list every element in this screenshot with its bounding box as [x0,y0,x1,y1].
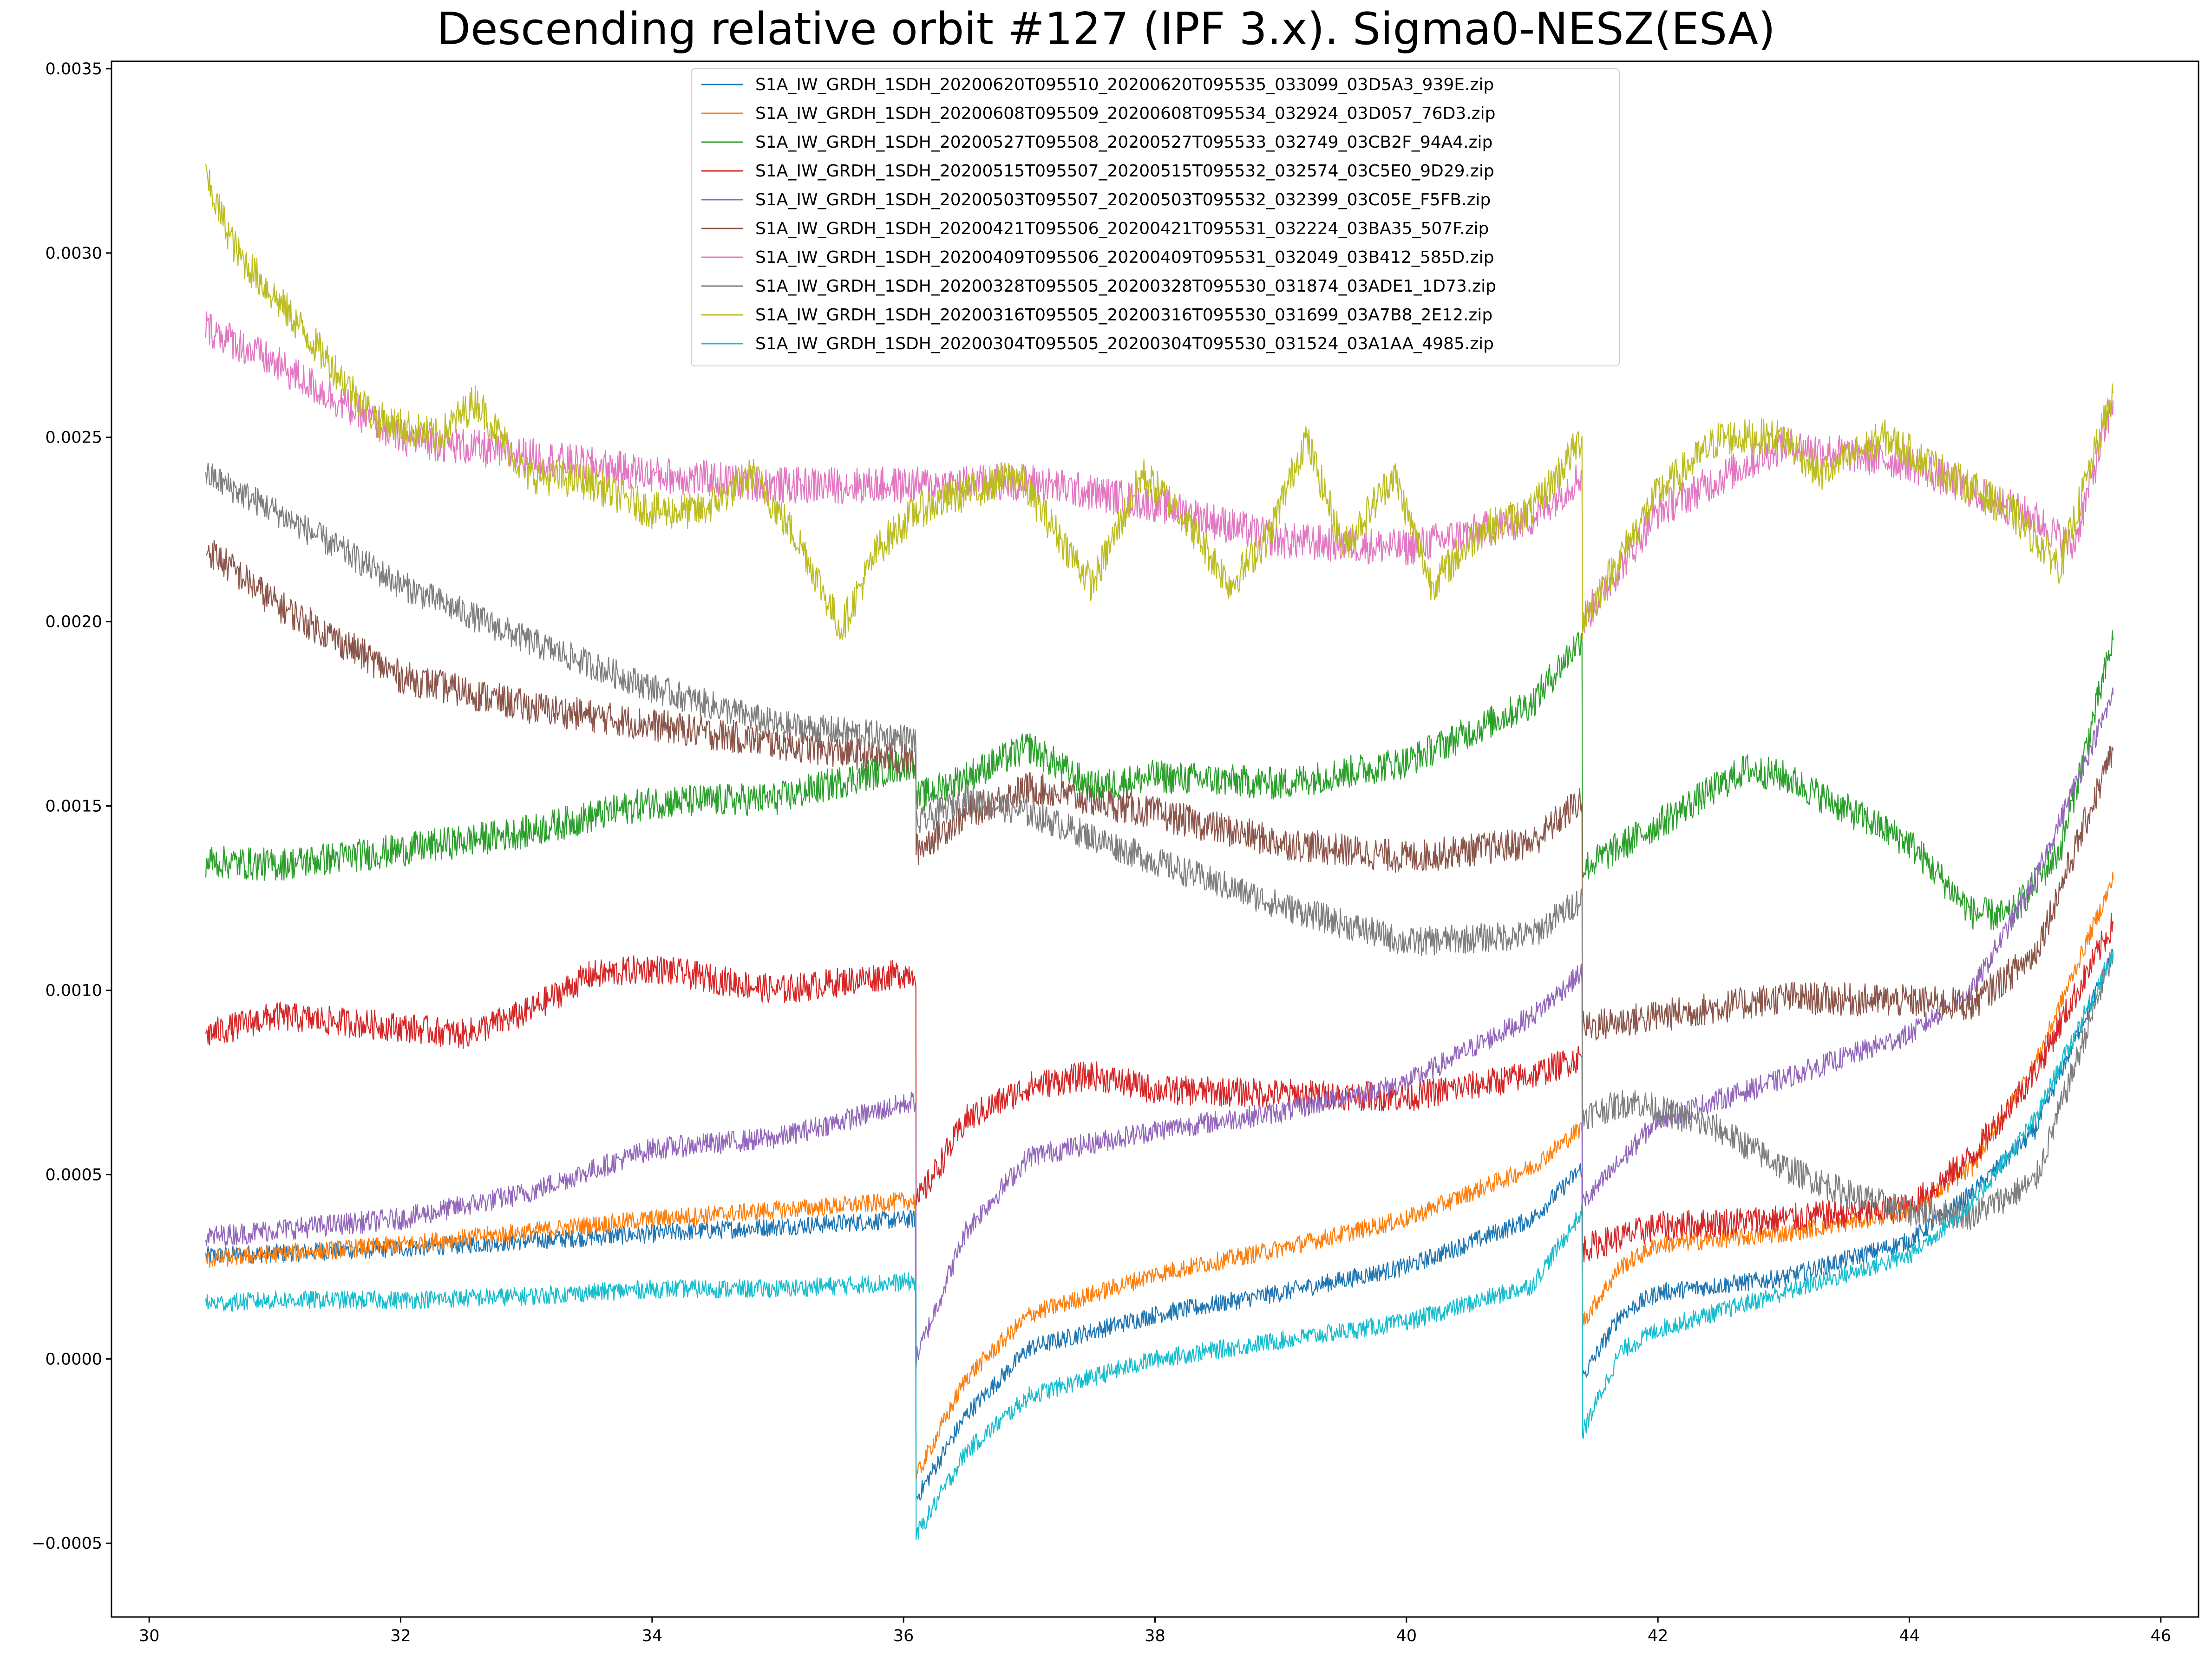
x-tick-label: 42 [1648,1627,1669,1645]
series-layer [205,163,2114,1540]
legend-entry-label: S1A_IW_GRDH_1SDH_20200527T095508_2020052… [755,133,1492,152]
series-line [205,630,2114,930]
x-tick-label: 30 [139,1627,160,1645]
x-tick-label: 44 [1899,1627,1920,1645]
series-line [205,952,2114,1540]
legend-entry-label: S1A_IW_GRDH_1SDH_20200608T095509_2020060… [755,104,1495,123]
y-tick-label: 0.0005 [46,1166,102,1184]
chart-title: Descending relative orbit #127 (IPF 3.x)… [437,4,1775,55]
series-line [205,872,2114,1481]
x-tick-label: 46 [2151,1627,2172,1645]
x-tick-label: 38 [1145,1627,1165,1645]
series-line [205,311,2114,633]
y-tick-label: 0.0035 [46,60,102,78]
legend-entry-label: S1A_IW_GRDH_1SDH_20200328T095505_2020032… [755,277,1496,296]
x-tick-label: 34 [642,1627,663,1645]
series-line [205,540,2114,1041]
y-tick-label: 0.0025 [46,429,102,447]
legend-entry-label: S1A_IW_GRDH_1SDH_20200304T095505_2020030… [755,334,1494,353]
y-axis: −0.0005 0.0000 0.0005 0.0010 0.0015 0.0020 0.0… [32,60,111,1553]
x-tick-label: 36 [893,1627,914,1645]
series-line [205,913,2114,1263]
legend-entry-label: S1A_IW_GRDH_1SDH_20200409T095506_2020040… [755,248,1494,267]
x-tick-label: 40 [1396,1627,1417,1645]
y-tick-label: 0.0015 [46,797,102,816]
series-line [205,463,2114,1230]
legend-entry-label: S1A_IW_GRDH_1SDH_20200503T095507_2020050… [755,190,1491,209]
y-tick-label: −0.0005 [32,1534,102,1553]
series-line [205,948,2114,1501]
x-tick-label: 32 [390,1627,411,1645]
legend-entry-label: S1A_IW_GRDH_1SDH_20200316T095505_2020031… [755,306,1492,325]
x-axis: 30 32 34 36 38 40 42 44 46 [139,1617,2171,1645]
legend-box [691,68,1620,366]
y-tick-label: 0.0030 [46,244,102,263]
series-line [205,687,2114,1369]
legend-entry-label: S1A_IW_GRDH_1SDH_20200515T095507_2020051… [755,162,1494,181]
y-tick-label: 0.0020 [46,613,102,632]
y-tick-label: 0.0000 [46,1350,102,1369]
series-line [205,163,2114,640]
legend-entry-label: S1A_IW_GRDH_1SDH_20200620T095510_2020062… [755,75,1494,94]
y-tick-label: 0.0010 [46,981,102,1000]
legend: S1A_IW_GRDH_1SDH_20200620T095510_2020062… [691,68,1620,366]
legend-entry-label: S1A_IW_GRDH_1SDH_20200421T095506_2020042… [755,219,1489,238]
